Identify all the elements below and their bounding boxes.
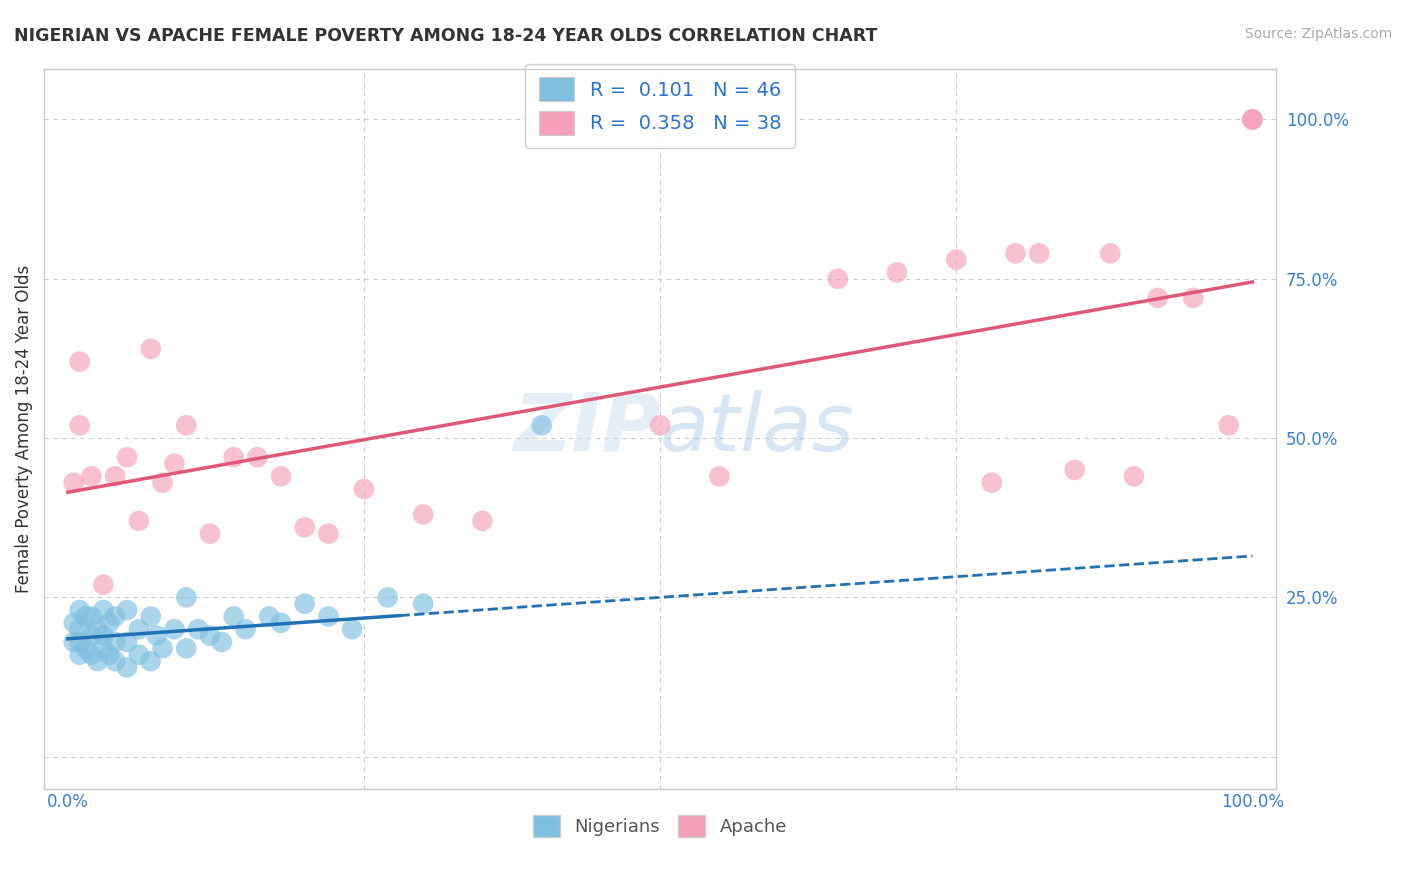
Point [412, 508, 434, 522]
Point [709, 469, 731, 483]
Point [174, 418, 197, 433]
Point [1099, 246, 1122, 260]
Point [198, 629, 221, 643]
Point [1241, 112, 1264, 127]
Point [886, 265, 908, 279]
Text: ZIP: ZIP [513, 390, 659, 467]
Point [1063, 463, 1085, 477]
Point [1123, 469, 1146, 483]
Point [69, 418, 91, 433]
Point [340, 622, 363, 636]
Point [69, 603, 91, 617]
Point [69, 635, 91, 649]
Point [1146, 291, 1168, 305]
Point [128, 648, 150, 662]
Point [270, 469, 292, 483]
Point [69, 354, 91, 368]
Point [69, 622, 91, 636]
Point [152, 475, 174, 490]
Point [115, 635, 138, 649]
Text: atlas: atlas [659, 390, 855, 467]
Point [86, 654, 108, 668]
Point [471, 514, 494, 528]
Point [187, 622, 209, 636]
Point [222, 450, 245, 465]
Point [353, 482, 375, 496]
Point [530, 418, 553, 433]
Point [198, 526, 221, 541]
Point [75, 609, 97, 624]
Point [163, 622, 186, 636]
Point [139, 609, 162, 624]
Point [115, 450, 138, 465]
Point [62, 615, 84, 630]
Point [93, 577, 115, 591]
Point [93, 641, 115, 656]
Point [128, 514, 150, 528]
Point [318, 609, 340, 624]
Point [270, 615, 292, 630]
Point [152, 641, 174, 656]
Point [980, 475, 1002, 490]
Point [945, 252, 967, 267]
Y-axis label: Female Poverty Among 18-24 Year Olds: Female Poverty Among 18-24 Year Olds [15, 264, 32, 592]
Point [115, 603, 138, 617]
Point [98, 648, 121, 662]
Point [648, 418, 671, 433]
Point [139, 654, 162, 668]
Text: NIGERIAN VS APACHE FEMALE POVERTY AMONG 18-24 YEAR OLDS CORRELATION CHART: NIGERIAN VS APACHE FEMALE POVERTY AMONG … [14, 27, 877, 45]
Point [257, 609, 280, 624]
Point [128, 622, 150, 636]
Point [1004, 246, 1026, 260]
Point [80, 629, 103, 643]
Point [294, 520, 316, 534]
Point [222, 609, 245, 624]
Text: Source: ZipAtlas.com: Source: ZipAtlas.com [1244, 27, 1392, 41]
Point [104, 469, 127, 483]
Point [145, 629, 167, 643]
Point [104, 654, 127, 668]
Point [1241, 112, 1264, 127]
Point [174, 591, 197, 605]
Point [163, 457, 186, 471]
Point [86, 622, 108, 636]
Point [294, 597, 316, 611]
Point [69, 648, 91, 662]
Point [827, 272, 849, 286]
Point [62, 475, 84, 490]
Point [75, 641, 97, 656]
Point [139, 342, 162, 356]
Legend: Nigerians, Apache: Nigerians, Apache [526, 808, 794, 845]
Point [98, 615, 121, 630]
Point [104, 635, 127, 649]
Point [80, 648, 103, 662]
Point [235, 622, 257, 636]
Point [1028, 246, 1050, 260]
Point [1241, 112, 1264, 127]
Point [318, 526, 340, 541]
Point [174, 641, 197, 656]
Point [412, 597, 434, 611]
Point [1182, 291, 1205, 305]
Point [93, 629, 115, 643]
Point [80, 609, 103, 624]
Point [211, 635, 233, 649]
Point [1218, 418, 1240, 433]
Point [104, 609, 127, 624]
Point [62, 635, 84, 649]
Point [93, 603, 115, 617]
Point [377, 591, 399, 605]
Point [80, 469, 103, 483]
Point [115, 660, 138, 674]
Point [246, 450, 269, 465]
